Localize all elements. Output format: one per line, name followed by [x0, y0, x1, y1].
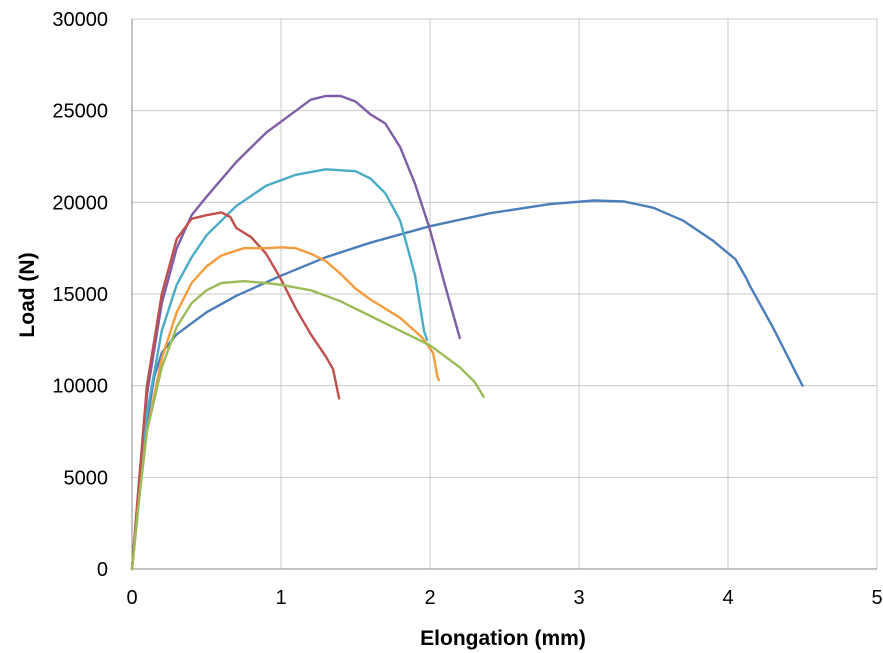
x-tick-label: 0 — [126, 587, 137, 609]
series-line-5 — [130, 246, 441, 571]
series-line-6 — [130, 280, 485, 571]
series-line-1 — [130, 199, 804, 571]
series-line-3 — [130, 168, 429, 571]
x-tick-label: 3 — [573, 587, 584, 609]
y-tick-label: 5000 — [64, 467, 109, 489]
x-tick-label: 2 — [424, 587, 435, 609]
y-tick-label: 25000 — [52, 101, 108, 123]
series-lines — [130, 94, 804, 571]
x-axis-title: Elongation (mm) — [420, 627, 586, 650]
series-line-2 — [130, 94, 461, 571]
y-tick-label: 20000 — [52, 192, 108, 214]
x-tick-label: 5 — [871, 587, 882, 609]
y-tick-label: 30000 — [52, 9, 108, 31]
y-tick-label: 10000 — [52, 376, 108, 398]
y-axis-title: Load (N) — [16, 252, 39, 337]
y-tick-label: 15000 — [52, 284, 108, 306]
axes — [131, 19, 877, 570]
x-tick-label: 1 — [275, 587, 286, 609]
tick-labels: 0 5000 10000 15000 20000 25000 30000 0 1 2 3 4 5 — [52, 9, 882, 609]
x-tick-label: 4 — [722, 587, 733, 609]
y-tick-label: 0 — [97, 559, 108, 581]
gridlines — [132, 18, 878, 569]
series-line-4 — [130, 211, 341, 571]
